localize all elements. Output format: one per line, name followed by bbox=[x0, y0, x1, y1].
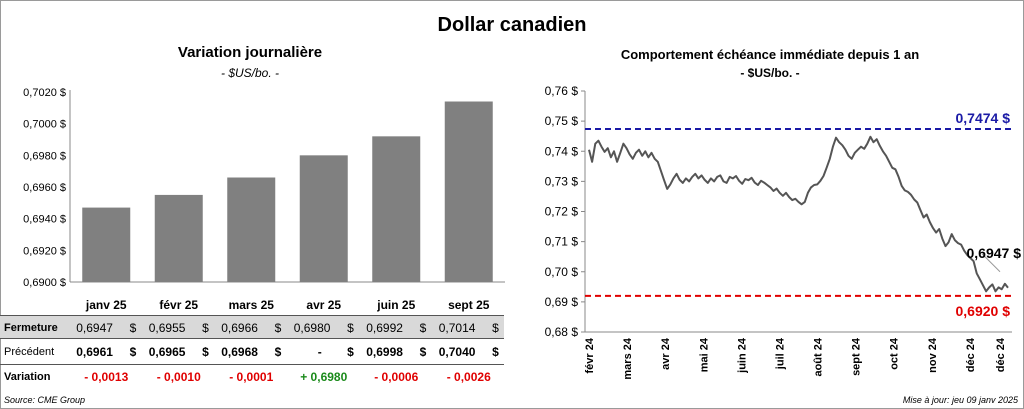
y-tick-label: 0,6920 $ bbox=[23, 245, 66, 257]
update-note: Mise à jour: jeu 09 janv 2025 bbox=[902, 395, 1018, 405]
left-chart-subtitle: - $US/bo. - bbox=[220, 66, 280, 80]
y-tick-label: 0,6960 $ bbox=[23, 182, 66, 194]
last-value-label: 0,6947 $ bbox=[967, 245, 1022, 261]
precedent-label: Précédent bbox=[4, 346, 55, 358]
bar bbox=[299, 155, 348, 282]
currency-sign: $ bbox=[129, 345, 137, 359]
page-title: Dollar canadien bbox=[437, 14, 587, 36]
cell-value: - 0,0001 bbox=[229, 370, 274, 384]
one-year-line-chart: 0,68 $ 0,69 $ 0,70 $ 0,71 $ 0,72 $ 0,73 $ 0,74… bbox=[545, 84, 1022, 380]
left-chart-title: Variation journalière bbox=[177, 44, 323, 61]
y-tick-label: 0,73 $ bbox=[545, 174, 579, 188]
bar bbox=[444, 101, 493, 282]
right-chart-title: Comportement échéance immédiate depuis 1… bbox=[620, 47, 920, 62]
x-tick-label: août 24 bbox=[813, 337, 825, 376]
y-tick-label: 0,74 $ bbox=[545, 144, 579, 158]
x-category-label: sept 25 bbox=[448, 298, 490, 312]
currency-sign: $ bbox=[419, 345, 427, 359]
y-tick-label: 0,6900 $ bbox=[23, 277, 66, 289]
x-tick-label: juin 24 bbox=[736, 337, 748, 374]
currency-sign: $ bbox=[347, 321, 354, 335]
bar bbox=[372, 136, 421, 282]
bar bbox=[227, 177, 276, 282]
x-category-label: avr 25 bbox=[306, 298, 341, 312]
x-tick-label: déc 24 bbox=[965, 337, 977, 372]
y-tick-label: 0,7020 $ bbox=[23, 87, 66, 99]
y-tick-label: 0,7000 $ bbox=[23, 119, 66, 131]
cell-value: 0,6980 bbox=[293, 321, 331, 335]
currency-sign: $ bbox=[492, 345, 499, 359]
source-note: Source: CME Group bbox=[4, 395, 86, 405]
cell-value: 0,6966 bbox=[221, 321, 258, 335]
cell-value: 0,6998 bbox=[366, 345, 403, 359]
currency-sign: $ bbox=[129, 321, 137, 335]
currency-sign: $ bbox=[202, 345, 209, 359]
y-tick-label: 0,69 $ bbox=[545, 295, 579, 309]
fermeture-label: Fermeture bbox=[4, 322, 58, 334]
currency-sign: $ bbox=[492, 321, 499, 335]
currency-sign: $ bbox=[347, 345, 354, 359]
x-tick-label: avr 24 bbox=[660, 337, 672, 370]
cell-value: 0,6961 bbox=[76, 345, 113, 359]
currency-sign: $ bbox=[419, 321, 427, 335]
x-tick-label: oct 24 bbox=[889, 337, 901, 370]
reference-line-label: 0,7474 $ bbox=[956, 110, 1011, 126]
bar bbox=[154, 194, 203, 282]
fermeture-row: Fermeture 0,6947 $0,6955 $0,6966 $0,6980 $0,… bbox=[0, 315, 504, 339]
y-tick-label: 0,72 $ bbox=[545, 205, 579, 219]
y-tick-label: 0,70 $ bbox=[545, 265, 579, 279]
x-tick-label: nov 24 bbox=[927, 337, 939, 373]
last-value-leader bbox=[981, 253, 1001, 273]
cell-value: 0,6968 bbox=[221, 345, 258, 359]
x-category-label: janv 25 bbox=[85, 298, 127, 312]
y-tick-label: 0,6940 $ bbox=[23, 214, 66, 226]
x-category-label: juin 25 bbox=[376, 298, 415, 312]
x-tick-label: sept 24 bbox=[851, 337, 863, 376]
cell-value: 0,6992 bbox=[366, 321, 403, 335]
y-tick-label: 0,76 $ bbox=[545, 84, 579, 98]
y-tick-label: 0,68 $ bbox=[545, 325, 579, 339]
bar bbox=[82, 207, 131, 282]
x-tick-label: mai 24 bbox=[698, 337, 710, 372]
currency-sign: $ bbox=[274, 321, 282, 335]
cell-value: 0,7040 bbox=[438, 345, 476, 359]
daily-variation-bar-chart: 0,6900 $ 0,6920 $ 0,6940 $ 0,6960 $ 0,6980 $… bbox=[23, 87, 505, 312]
x-tick-label: mars 24 bbox=[622, 337, 634, 379]
reference-line-label: 0,6920 $ bbox=[956, 303, 1011, 319]
price-series-line bbox=[588, 135, 1009, 293]
cell-value: - bbox=[317, 345, 322, 359]
cell-value: + 0,6980 bbox=[300, 370, 348, 384]
currency-sign: $ bbox=[202, 321, 209, 335]
x-tick-label: déc 24 bbox=[995, 337, 1007, 372]
cell-value: - 0,0006 bbox=[374, 370, 419, 384]
x-tick-label: févr 24 bbox=[584, 337, 596, 373]
y-tick-label: 0,75 $ bbox=[545, 114, 579, 128]
x-category-label: févr 25 bbox=[159, 298, 198, 312]
x-tick-label: juil 24 bbox=[774, 337, 786, 370]
cell-value: 0,6947 bbox=[76, 321, 113, 335]
y-tick-label: 0,71 $ bbox=[545, 235, 579, 249]
variation-label: Variation bbox=[4, 371, 51, 383]
cell-value: 0,6955 bbox=[148, 321, 186, 335]
variation-row: Variation - 0,0013 - 0,0010 - 0,0001 + 0,69… bbox=[0, 364, 504, 389]
x-category-label: mars 25 bbox=[229, 298, 275, 312]
cell-value: - 0,0013 bbox=[84, 370, 129, 384]
cell-value: - 0,0026 bbox=[446, 370, 491, 384]
cell-value: - 0,0010 bbox=[156, 370, 201, 384]
precedent-row: Précédent 0,6961 $0,6965 $0,6968 $ - $0,6998 $… bbox=[0, 340, 504, 364]
right-chart-subtitle: - $US/bo. - bbox=[740, 66, 800, 80]
currency-sign: $ bbox=[274, 345, 282, 359]
cell-value: 0,7014 bbox=[438, 321, 476, 335]
y-tick-label: 0,6980 $ bbox=[23, 150, 66, 162]
cell-value: 0,6965 bbox=[148, 345, 186, 359]
